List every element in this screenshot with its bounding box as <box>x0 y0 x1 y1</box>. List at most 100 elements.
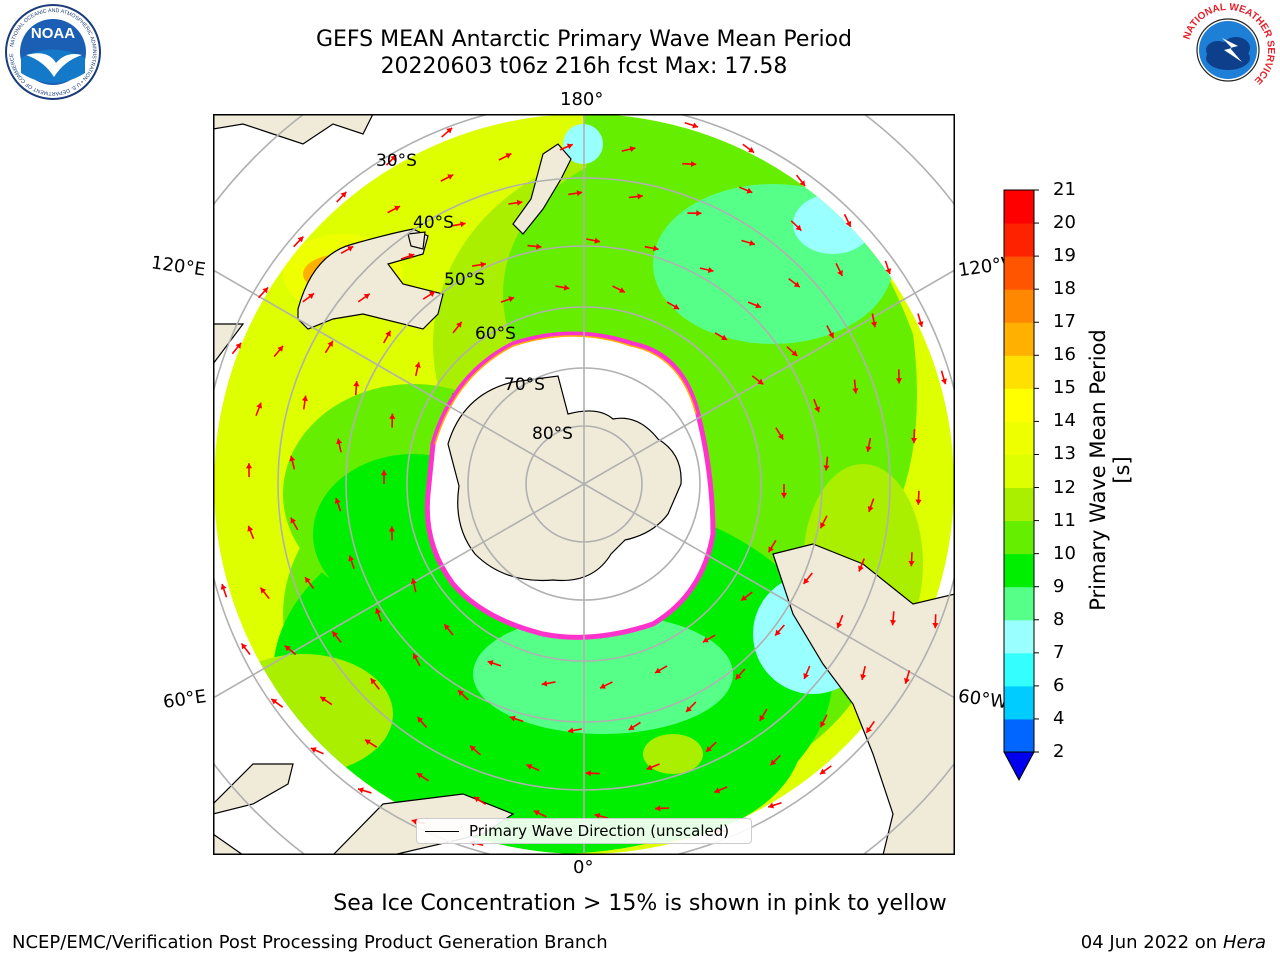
wave-arrow-head <box>411 818 418 825</box>
wave-arrow-head <box>858 565 864 572</box>
wave-arrow-head <box>820 522 826 529</box>
wave-arrow-head <box>284 645 291 652</box>
wave-arrow-head <box>446 127 453 134</box>
wave-arrow-head <box>576 190 583 197</box>
footer-credit: NCEP/EMC/Verification Post Processing Pr… <box>12 932 608 953</box>
wave-arrow-head <box>915 499 922 505</box>
wave-arrow-head <box>509 715 516 722</box>
wave-arrow-head <box>865 446 872 452</box>
colorbar-tick-label: 10 <box>1053 542 1076 564</box>
wave-arrow-head <box>619 287 626 293</box>
wave-arrow-head <box>777 433 784 440</box>
wave-arrow-head <box>594 237 600 244</box>
noaa-logo: NOAA NATIONAL OCEANIC AND ATMOSPHERIC AD… <box>5 4 101 100</box>
wave-arrow-head <box>505 153 512 159</box>
colorbar-tick-label: 16 <box>1053 344 1076 366</box>
lon-label-0: 0° <box>573 857 594 878</box>
chart-title: GEFS MEAN Antarctic Primary Wave Mean Pe… <box>315 27 853 52</box>
sea-ice-caption: Sea Ice Concentration > 15% is shown in … <box>333 891 947 916</box>
wave-arrow-head <box>885 268 892 275</box>
wave-arrow-head <box>358 787 364 794</box>
wave-arrow-head <box>408 253 415 259</box>
colorbar-tick-label: 19 <box>1053 245 1076 267</box>
colorbar-segment <box>1004 388 1034 422</box>
wave-arrow-head <box>814 406 820 413</box>
wave-arrow-head <box>410 578 417 585</box>
wave-arrow-head <box>241 643 248 650</box>
wave-arrow-head <box>793 281 800 288</box>
wave-arrow-head <box>837 269 843 276</box>
wave-arrow-head <box>655 805 661 812</box>
wave-arrow-head <box>334 498 341 504</box>
wave-arrow-head <box>480 261 486 268</box>
wave-arrow-head <box>526 764 533 770</box>
wave-arrow-head <box>911 437 918 444</box>
colorbar-segment <box>1004 355 1034 389</box>
colorbar-segment <box>1004 289 1034 323</box>
wave-arrow-head <box>895 378 903 384</box>
wave-arrow-head <box>748 147 755 153</box>
wave-arrow-head <box>347 246 354 252</box>
footer-date-text: 04 Jun 2022 on <box>1080 932 1218 953</box>
wave-arrow-head <box>836 622 843 629</box>
nws-logo: NATIONAL WEATHER SERVICE <box>1181 2 1276 97</box>
wave-arrow-head <box>336 438 343 445</box>
lon-label-60e: 60°E <box>161 686 208 713</box>
wave-arrow-head <box>932 622 939 629</box>
wave-arrow-head <box>749 239 755 246</box>
colorbar-segment <box>1004 586 1034 621</box>
lat-label-40s: 40°S <box>413 213 454 233</box>
colorbar-segment <box>1004 322 1034 356</box>
wave-arrow-head <box>458 690 464 696</box>
wave-arrow-head <box>759 715 766 722</box>
lat-label-60s: 60°S <box>475 324 516 344</box>
wave-arrow-head <box>332 631 338 638</box>
wave-arrow-head <box>746 187 753 194</box>
wave-arrow-head <box>271 698 278 705</box>
colorbar <box>1003 189 1039 782</box>
wave-arrow-head <box>456 321 462 328</box>
wave-arrow-head <box>696 210 702 217</box>
wave-arrow-head <box>799 180 806 187</box>
wave-arrow-head <box>770 759 777 766</box>
wave-arrow-head <box>277 345 284 352</box>
wave-arrow-head <box>775 629 781 636</box>
wave-arrow-head <box>447 174 454 180</box>
wave-arrow-head <box>390 155 397 162</box>
wave-arrow-head <box>820 721 826 728</box>
lat-label-30s: 30°S <box>376 151 417 171</box>
wave-arrow-head <box>363 293 370 300</box>
colorbar-tick-label: 6 <box>1053 674 1065 696</box>
colorbar-segment <box>1004 487 1034 522</box>
colorbar-tick-label: 20 <box>1053 212 1076 234</box>
wave-arrow-head <box>757 378 764 385</box>
noaa-logo-text: NOAA <box>31 25 75 42</box>
wave-arrow-head <box>828 332 834 338</box>
colorbar-title: Primary Wave Mean Period [s] <box>1086 329 1134 611</box>
wave-arrow-head <box>508 296 515 303</box>
wave-arrow-head <box>370 678 377 685</box>
wave-arrow-head <box>473 796 480 803</box>
wave-arrow-head <box>247 525 254 532</box>
wave-arrow-head <box>852 388 859 394</box>
wave-arrow-head <box>380 470 388 476</box>
wave-arrow-head <box>706 746 712 752</box>
colorbar-tick-label: 7 <box>1053 641 1065 663</box>
colorbar-segment <box>1004 256 1034 290</box>
wave-arrow-head <box>741 595 748 601</box>
wave-arrow-head <box>673 303 680 310</box>
wave-arrow-head <box>903 677 910 684</box>
wave-arrow-head <box>594 812 601 819</box>
lat-label-50s: 50°S <box>444 270 485 290</box>
wave-arrow-head <box>388 526 396 532</box>
wave-arrow-head <box>860 674 867 680</box>
colorbar-tick-label: 17 <box>1053 311 1076 333</box>
footer-date: 04 Jun 2022 on Hera <box>1081 932 1266 953</box>
colorbar-tick-label: 9 <box>1053 575 1065 597</box>
footer-machine: Hera <box>1222 932 1266 953</box>
map-legend: Primary Wave Direction (unscaled) <box>416 818 752 844</box>
wave-arrow-head <box>327 340 333 347</box>
wave-arrow-head <box>819 768 826 775</box>
wave-arrow-head <box>563 284 570 291</box>
colorbar-tick-label: 13 <box>1053 443 1076 465</box>
